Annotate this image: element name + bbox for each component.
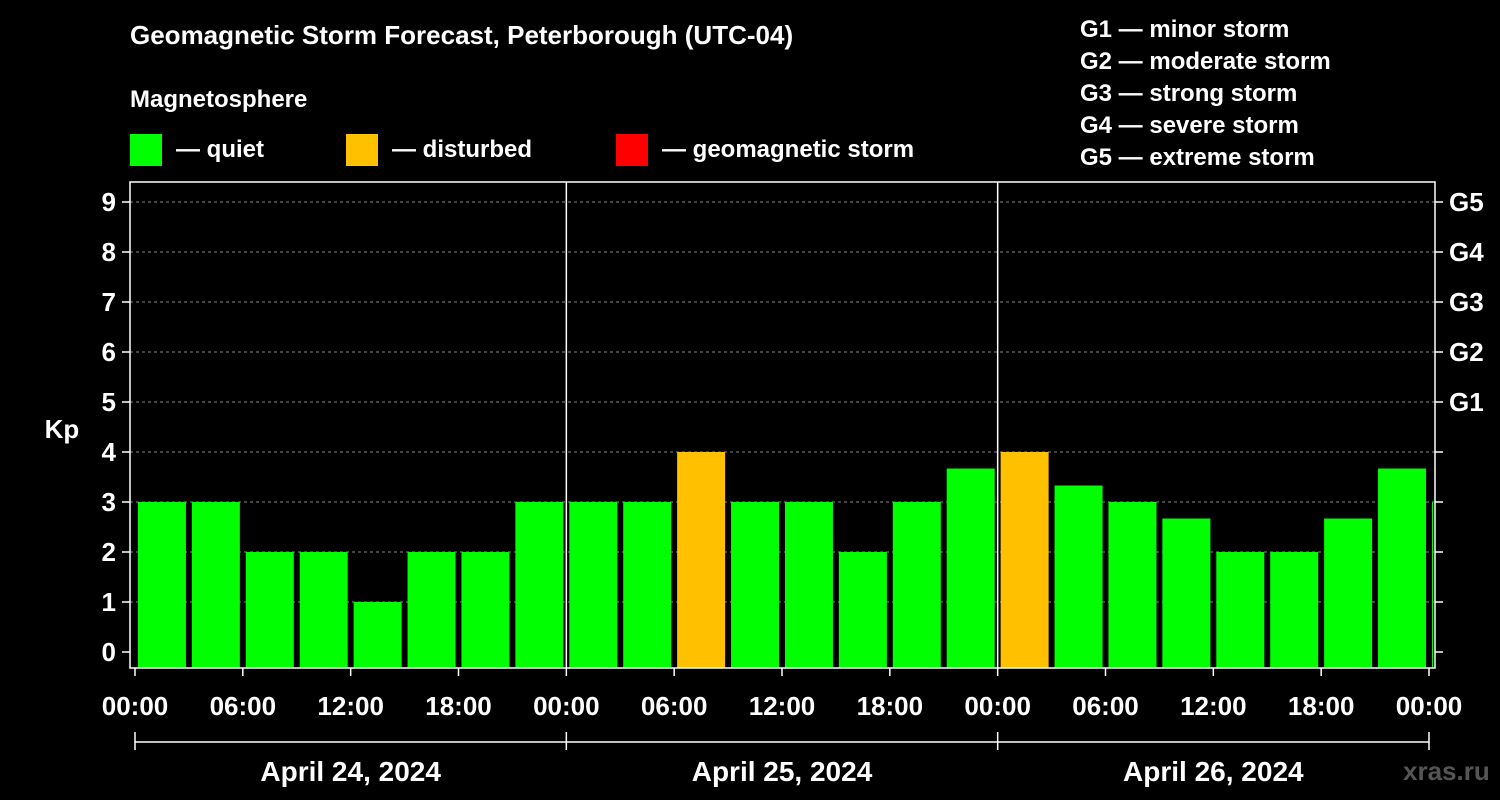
g5-legend: G5 — extreme storm (1080, 144, 1315, 171)
y-tick-label: 1 (102, 587, 116, 617)
quiet-swatch (130, 134, 162, 166)
kp-bar (1324, 518, 1373, 668)
kp-bar (299, 552, 348, 668)
storm-swatch (616, 134, 648, 166)
kp-bar (461, 552, 510, 668)
x-tick-label: 06:00 (641, 691, 708, 721)
legend-disturbed-label: — disturbed (392, 136, 533, 163)
kp-bar (137, 502, 186, 668)
y-tick-label: 6 (102, 337, 116, 367)
y-tick-label: 7 (102, 287, 116, 317)
chart-title: Geomagnetic Storm Forecast, Peterborough… (130, 20, 794, 50)
kp-bar (677, 452, 726, 668)
g-tick-label: G2 (1449, 337, 1484, 367)
y-tick-label: 2 (102, 537, 116, 567)
day-label: April 25, 2024 (692, 756, 873, 787)
x-tick-label: 00:00 (1396, 691, 1463, 721)
legend-quiet-label: — quiet (176, 136, 264, 163)
legend-storm-label: — geomagnetic storm (662, 136, 915, 163)
kp-bar (731, 502, 780, 668)
y-tick-label: 5 (102, 387, 116, 417)
x-tick-label: 18:00 (1288, 691, 1355, 721)
y-tick-label: 0 (102, 637, 116, 667)
x-tick-label: 18:00 (857, 691, 924, 721)
kp-bar (407, 552, 456, 668)
kp-bar (1162, 518, 1211, 668)
g-tick-label: G5 (1449, 187, 1484, 217)
legend-disturbed: — disturbed (346, 133, 532, 167)
x-tick-label: 00:00 (102, 691, 169, 721)
legend-quiet: — quiet (130, 133, 264, 167)
watermark: xras.ru (1403, 756, 1490, 786)
kp-bar (569, 502, 618, 668)
y-tick-label: 9 (102, 187, 116, 217)
kp-bar (1216, 552, 1265, 668)
y-axis-label: Kp (45, 414, 80, 444)
disturbed-swatch (346, 134, 378, 166)
x-tick-label: 00:00 (533, 691, 600, 721)
g-tick-label: G3 (1449, 287, 1484, 317)
kp-bar (1431, 502, 1433, 668)
kp-bar (946, 468, 995, 668)
x-tick-label: 06:00 (210, 691, 277, 721)
y-tick-label: 4 (102, 437, 117, 467)
kp-bar (623, 502, 672, 668)
kp-bar (1054, 485, 1103, 668)
y-tick-label: 3 (102, 487, 116, 517)
kp-bar (1000, 452, 1049, 668)
g-tick-label: G4 (1449, 237, 1484, 267)
kp-bar (1378, 468, 1427, 668)
kp-bar (1270, 552, 1319, 668)
day-label: April 26, 2024 (1123, 756, 1304, 787)
kp-bar (892, 502, 941, 668)
x-tick-label: 12:00 (749, 691, 816, 721)
g-scale-legend: G1 — minor storm G2 — moderate storm G3 … (1080, 14, 1331, 174)
x-tick-label: 12:00 (317, 691, 384, 721)
g-tick-label: G1 (1449, 387, 1484, 417)
kp-bar (784, 502, 833, 668)
legend-title: Magnetosphere (130, 86, 308, 113)
day-label: April 24, 2024 (260, 756, 441, 787)
kp-bar (191, 502, 240, 668)
x-tick-label: 06:00 (1072, 691, 1139, 721)
kp-bar (838, 552, 887, 668)
kp-bar (1108, 502, 1157, 668)
kp-bar (245, 552, 294, 668)
kp-bar (353, 602, 402, 668)
x-tick-label: 00:00 (964, 691, 1031, 721)
legend-storm: — geomagnetic storm (616, 133, 914, 167)
g1-legend: G1 — minor storm (1080, 16, 1290, 43)
x-tick-label: 18:00 (425, 691, 492, 721)
g2-legend: G2 — moderate storm (1080, 48, 1331, 75)
x-tick-label: 12:00 (1180, 691, 1247, 721)
kp-bar (515, 502, 564, 668)
g4-legend: G4 — severe storm (1080, 112, 1299, 139)
y-tick-label: 8 (102, 237, 116, 267)
g3-legend: G3 — strong storm (1080, 80, 1298, 107)
